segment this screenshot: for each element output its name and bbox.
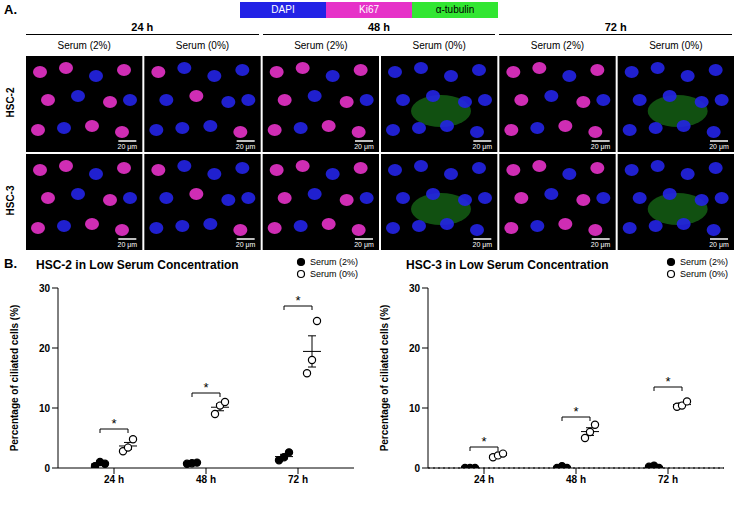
svg-text:20 μm: 20 μm: [118, 241, 138, 249]
svg-text:*: *: [295, 293, 300, 308]
html-text:Serum (0%): Serum (0%): [175, 40, 230, 51]
svg-text:20 μm: 20 μm: [709, 143, 729, 151]
svg-text:Percentage of ciliated cells (: Percentage of ciliated cells (%): [9, 305, 20, 452]
svg-text:20 μm: 20 μm: [236, 241, 256, 249]
svg-text:20 μm: 20 μm: [473, 241, 493, 249]
svg-text:20: 20: [409, 343, 421, 354]
html-text:Serum (2%): Serum (2%): [57, 40, 111, 51]
svg-text:20 μm: 20 μm: [354, 143, 374, 151]
svg-text:10: 10: [409, 403, 421, 414]
svg-text:48 h: 48 h: [196, 474, 216, 485]
svg-text:20 μm: 20 μm: [118, 143, 138, 151]
html-text:HSC-2: HSC-2: [4, 87, 16, 118]
html-text:Serum (2%): Serum (2%): [680, 257, 728, 267]
html-text:HSC-3 in Low Serum Concentrati: HSC-3 in Low Serum Concentration: [406, 258, 609, 272]
html-text:A.: A.: [4, 2, 17, 17]
html-text:48 h: 48 h: [368, 21, 390, 33]
svg-text:72 h: 72 h: [658, 474, 678, 485]
html-text:α-tubulin: α-tubulin: [435, 4, 475, 15]
svg-text:20 μm: 20 μm: [354, 241, 374, 249]
svg-text:0: 0: [44, 463, 50, 474]
svg-text:30: 30: [39, 283, 51, 294]
svg-text:30: 30: [409, 283, 421, 294]
svg-text:20 μm: 20 μm: [236, 143, 256, 151]
html-text:72 h: 72 h: [604, 21, 627, 33]
html-text:Serum (2%): Serum (2%): [530, 40, 585, 51]
html-text:24 h: 24 h: [131, 21, 154, 33]
svg-text:*: *: [111, 416, 116, 431]
svg-text:*: *: [665, 374, 670, 389]
html-text:HSC-3: HSC-3: [4, 185, 16, 216]
html-text:Ki67: Ki67: [359, 4, 379, 15]
html-text:HSC-2 in Low Serum Concentrati: HSC-2 in Low Serum Concentration: [36, 258, 239, 272]
svg-text:20 μm: 20 μm: [591, 143, 611, 151]
svg-text:72 h: 72 h: [288, 474, 308, 485]
html-text:Serum (0%): Serum (0%): [680, 269, 728, 279]
html-text:Serum (0%): Serum (0%): [310, 269, 358, 279]
svg-text:*: *: [481, 434, 486, 449]
svg-text:20: 20: [39, 343, 51, 354]
html-text:DAPI: DAPI: [271, 4, 295, 15]
svg-text:24 h: 24 h: [474, 474, 494, 485]
svg-text:48 h: 48 h: [566, 474, 586, 485]
html-text:B.: B.: [4, 256, 17, 271]
svg-text:0: 0: [414, 463, 420, 474]
html-text:Serum (2%): Serum (2%): [310, 257, 358, 267]
svg-text:*: *: [203, 380, 208, 395]
svg-text:10: 10: [39, 403, 51, 414]
svg-text:20 μm: 20 μm: [473, 143, 493, 151]
svg-text:20 μm: 20 μm: [591, 241, 611, 249]
svg-text:20 μm: 20 μm: [709, 241, 729, 249]
svg-text:*: *: [573, 404, 578, 419]
svg-text:24 h: 24 h: [104, 474, 124, 485]
html-text:Serum (0%): Serum (0%): [412, 40, 466, 51]
html-text:Serum (2%): Serum (2%): [294, 40, 348, 51]
svg-text:Percentage of ciliated cells (: Percentage of ciliated cells (%): [379, 305, 390, 452]
html-text:Serum (0%): Serum (0%): [649, 40, 703, 51]
